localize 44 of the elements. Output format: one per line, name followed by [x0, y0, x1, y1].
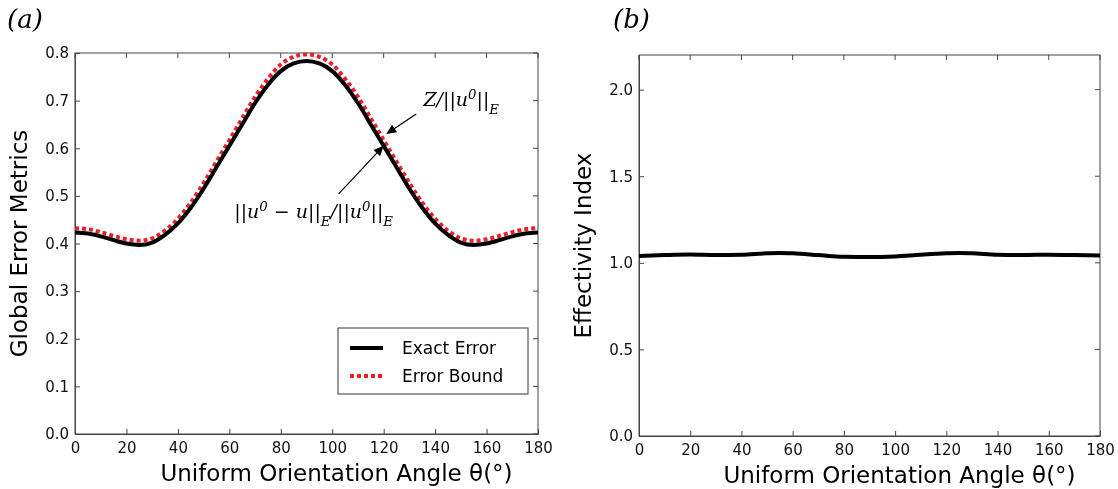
x-tick-label: 0: [634, 440, 645, 459]
x-tick-label: 40: [168, 438, 188, 457]
y-tick-label: 0.0: [45, 425, 69, 444]
x-tick-label: 20: [117, 438, 137, 457]
y-tick-label: 0.2: [45, 330, 69, 349]
annotation: Z/||u$^{0}$||$_{E}$: [422, 86, 500, 117]
x-tick-label: 100: [318, 438, 348, 457]
x-axis-title: Uniform Orientation Angle θ(°): [160, 460, 513, 486]
chart-title: (a): [7, 4, 43, 34]
legend-label: Error Bound: [402, 366, 504, 386]
x-tick-label: 140: [421, 438, 450, 457]
y-tick-label: 1.5: [609, 167, 633, 186]
y-tick-label: 0.5: [45, 187, 69, 206]
y-tick-label: 0.0: [609, 427, 633, 446]
x-tick-label: 60: [220, 438, 240, 457]
y-tick-label: 0.4: [45, 234, 69, 253]
x-tick-label: 0: [70, 438, 81, 457]
y-tick-label: 0.5: [609, 340, 633, 359]
legend-label: Exact Error: [402, 338, 497, 358]
y-tick-label: 0.8: [45, 44, 69, 63]
x-tick-label: 160: [472, 438, 502, 457]
x-tick-label: 80: [271, 438, 291, 457]
x-tick-label: 60: [783, 440, 803, 459]
y-tick-label: 0.7: [45, 91, 69, 110]
x-tick-label: 40: [732, 440, 752, 459]
y-tick-label: 1.0: [609, 254, 633, 273]
y-axis-title: Global Error Metrics: [6, 129, 32, 358]
x-tick-label: 120: [369, 438, 399, 457]
y-tick-label: 0.6: [45, 139, 69, 158]
x-axis-title: Uniform Orientation Angle θ(°): [723, 462, 1076, 488]
y-tick-label: 0.1: [45, 377, 69, 396]
x-tick-label: 160: [1034, 440, 1064, 459]
x-tick-label: 180: [1086, 440, 1115, 459]
x-tick-label: 20: [681, 440, 701, 459]
annotation: ||u$^{0}$ − u||$_{E}$/||u$^{0}$||$_{E}$: [234, 198, 394, 229]
x-tick-label: 180: [524, 438, 553, 457]
y-tick-label: 0.3: [45, 282, 69, 301]
x-tick-label: 120: [932, 440, 962, 459]
chart-title: (b): [613, 4, 650, 34]
y-axis-title: Effectivity Index: [570, 152, 596, 339]
y-tick-label: 2.0: [609, 80, 633, 99]
x-tick-label: 100: [881, 440, 910, 459]
x-tick-label: 80: [834, 440, 854, 459]
x-tick-label: 140: [983, 440, 1013, 459]
